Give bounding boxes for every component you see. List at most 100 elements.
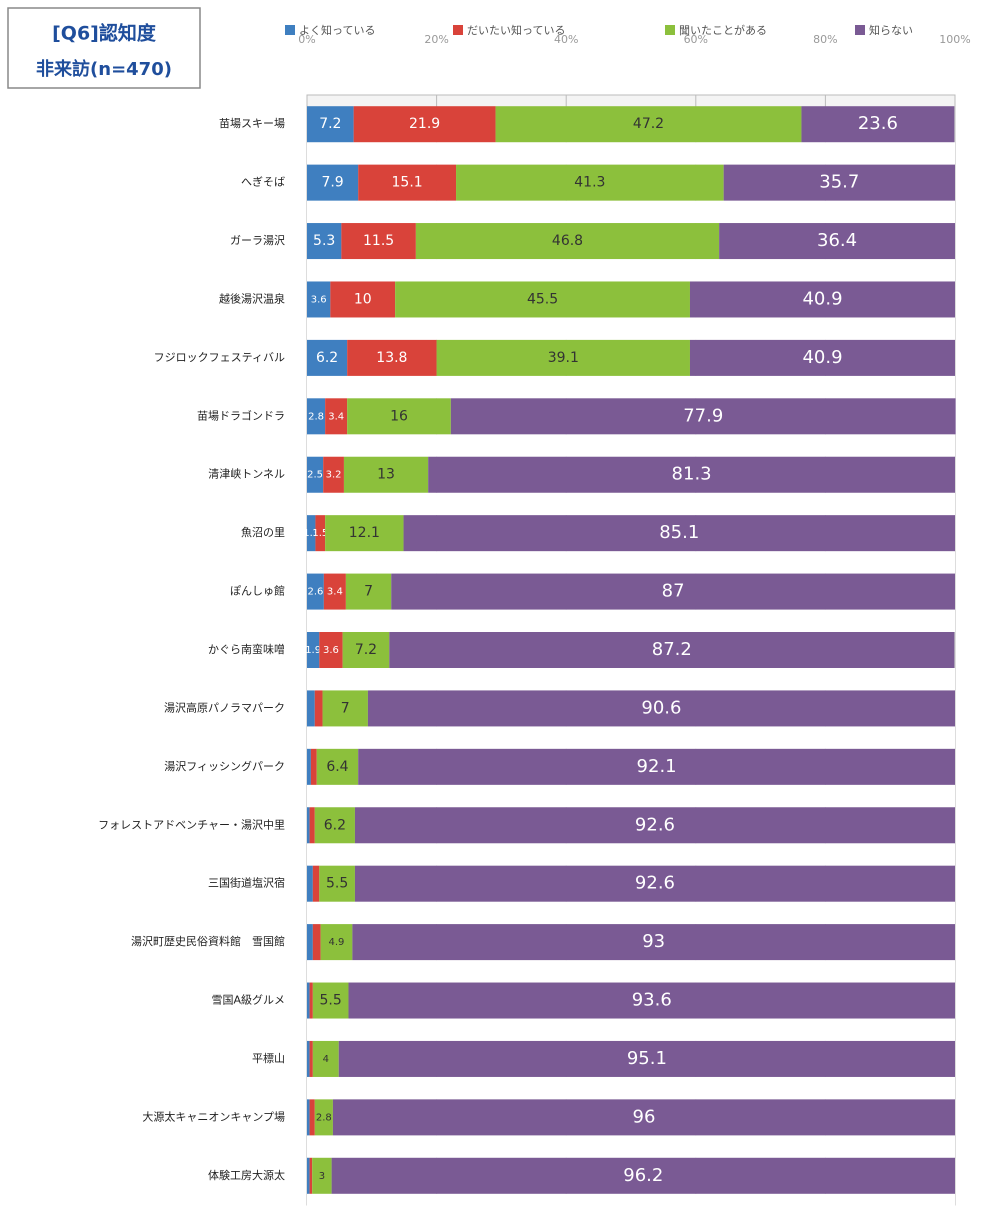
data-label: 45.5: [527, 291, 558, 307]
y-tick-label: ぽんしゅ館: [230, 584, 285, 598]
y-tick-label: かぐら南蛮味噌: [208, 642, 285, 656]
bar-segment: [353, 106, 496, 143]
data-label: 23.6: [858, 113, 898, 134]
data-label: 87: [662, 581, 685, 602]
data-label: 16: [390, 408, 408, 424]
data-label: 36.4: [817, 230, 857, 251]
bar-segment: [403, 515, 955, 552]
row-stripe: [307, 609, 955, 632]
row-stripe: [307, 901, 955, 925]
data-label: 90.6: [641, 697, 681, 718]
data-label: 77.9: [683, 405, 723, 426]
y-tick-label: 湯沢町歴史民俗資料館 雪国館: [131, 934, 285, 948]
bar-segment: [307, 982, 310, 1019]
bar-segment: [314, 690, 323, 727]
bar-segment: [801, 106, 955, 143]
data-label: 7.2: [319, 116, 341, 132]
data-label: 92.6: [635, 814, 675, 835]
data-label: 46.8: [552, 233, 583, 249]
bar-segment: [391, 573, 955, 610]
bar-segment: [309, 1040, 313, 1077]
bar-segment: [312, 865, 320, 902]
bar-segment: [307, 632, 320, 668]
data-label: 47.2: [633, 116, 664, 132]
data-label: 11.5: [363, 233, 394, 249]
bar-segment: [316, 748, 359, 785]
y-tick-label: 苗場スキー場: [219, 117, 285, 130]
bar-segment: [312, 1157, 332, 1194]
data-label: 3.4: [328, 411, 344, 422]
row-stripe: [307, 142, 955, 165]
y-tick-label: へぎそば: [241, 175, 285, 189]
row-stripe: [307, 1018, 955, 1041]
data-label: 96: [633, 1106, 656, 1127]
row-stripe: [307, 1193, 955, 1208]
bar-segment: [347, 398, 451, 435]
bar-segment: [307, 515, 316, 552]
chart-title: [Q6]認知度: [52, 22, 157, 45]
data-label: 92.6: [635, 873, 675, 894]
data-label: 7.9: [321, 175, 343, 191]
x-tick-label: 80%: [813, 33, 837, 46]
bar-segment: [307, 164, 359, 201]
bar-segment: [314, 807, 355, 844]
bar-segment: [436, 339, 690, 376]
data-label: 2.8: [308, 411, 324, 422]
row-stripe: [307, 960, 955, 983]
bar-segment: [314, 1099, 333, 1136]
data-label: 1.9: [305, 645, 321, 656]
data-label: 93: [642, 931, 665, 952]
bar-segment: [495, 106, 802, 143]
bar-segment: [345, 573, 392, 610]
bar-segment: [358, 164, 457, 201]
bar-segment: [309, 807, 315, 844]
bar-segment: [719, 223, 955, 260]
data-label: 13.8: [376, 350, 407, 366]
bar-segment: [307, 807, 310, 844]
row-stripe: [307, 1076, 955, 1100]
bar-segment: [312, 982, 349, 1019]
y-tick-label: フォレストアドベンチャー・湯沢中里: [98, 817, 285, 831]
data-label: 3.6: [323, 645, 339, 656]
bar-segment: [307, 748, 311, 785]
chart-subtitle: 非来訪(n=470): [36, 58, 172, 80]
data-label: 3.6: [311, 294, 327, 305]
bar-segment: [347, 339, 437, 376]
y-tick-label: 湯沢フィッシングパーク: [164, 759, 285, 773]
data-label: 93.6: [632, 990, 672, 1011]
bar-segment: [315, 515, 326, 552]
bar-segment: [341, 223, 416, 260]
x-tick-label: 60%: [684, 33, 708, 46]
bar-segment: [307, 339, 348, 376]
data-label: 4.9: [329, 937, 345, 948]
bar-segment: [332, 1099, 955, 1136]
y-tick-label: フジロックフェスティバル: [154, 351, 285, 364]
data-label: 40.9: [802, 347, 842, 368]
bar-segment: [307, 865, 313, 902]
row-stripe: [307, 200, 955, 224]
y-tick-label: 雪国A級グルメ: [211, 993, 285, 1007]
bar-segment: [352, 924, 955, 961]
row-stripe: [307, 843, 955, 866]
bar-segment: [307, 223, 342, 260]
bar-segment: [331, 1157, 955, 1194]
bar-segment: [325, 398, 348, 435]
bar-segment: [319, 865, 355, 902]
y-tick-label: 苗場ドラゴンドラ: [197, 408, 285, 422]
data-label: 5.5: [320, 993, 342, 1009]
data-label: 3: [319, 1171, 325, 1182]
data-label: 40.9: [802, 288, 842, 309]
bar-segment: [307, 1099, 310, 1136]
data-label: 87.2: [652, 639, 692, 660]
legend-label: よく知っている: [299, 23, 375, 37]
data-label: 39.1: [548, 350, 579, 366]
data-label: 15.1: [392, 175, 423, 191]
bar-segment: [395, 281, 690, 318]
bar-segment: [312, 1040, 339, 1077]
y-tick-label: 体験工房大源太: [208, 1168, 285, 1182]
bar-segment: [307, 281, 331, 318]
row-stripe: [307, 551, 955, 574]
y-tick-label: 三国街道塩沢宿: [208, 876, 285, 890]
row-stripe: [307, 434, 955, 457]
